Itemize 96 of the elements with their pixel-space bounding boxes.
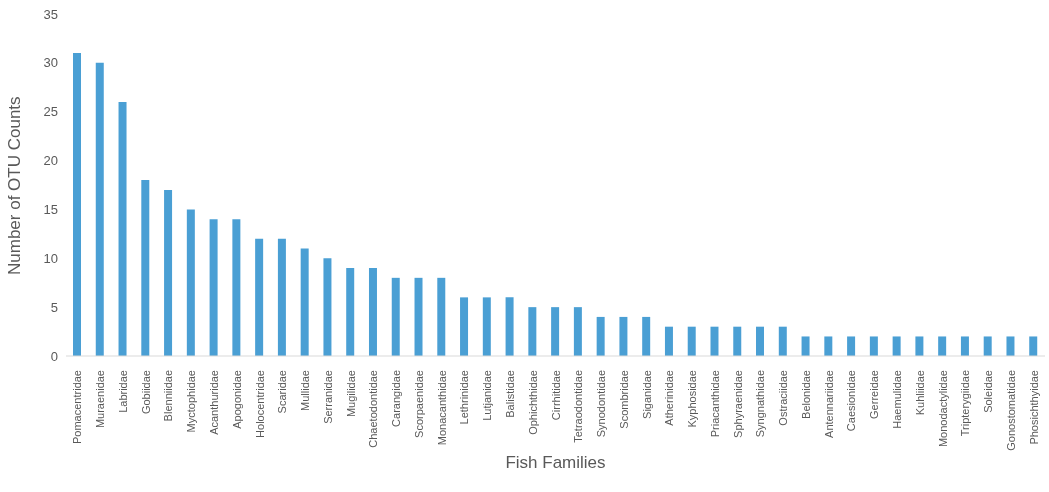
bar bbox=[460, 297, 469, 356]
x-tick-label: Gobiidae bbox=[139, 370, 152, 415]
x-tick-label: Monodactylidae bbox=[936, 370, 949, 448]
x-tick-label: Holocentridae bbox=[253, 370, 266, 438]
x-tick-label: Syngnathidae bbox=[754, 370, 767, 438]
y-tick-label: 10 bbox=[43, 250, 58, 266]
y-tick-label: 25 bbox=[43, 104, 58, 120]
bar bbox=[346, 268, 355, 356]
bar bbox=[277, 238, 286, 356]
y-tick-label: 15 bbox=[43, 202, 58, 218]
bar bbox=[209, 219, 218, 356]
x-tick-label: Belonidae bbox=[799, 370, 812, 419]
x-tick-label: Kuhliidae bbox=[913, 370, 926, 416]
x-tick-label: Chaetodontidae bbox=[367, 370, 380, 448]
x-tick-label: Pomacentridae bbox=[71, 370, 84, 444]
x-tick-label: Siganidae bbox=[640, 370, 653, 419]
x-tick-label: Labridae bbox=[116, 370, 129, 413]
x-tick-label: Mugilidae bbox=[344, 370, 357, 418]
x-tick-label: Tetraodontidae bbox=[572, 370, 585, 443]
bar bbox=[232, 219, 241, 356]
x-tick-label: Balistidae bbox=[503, 370, 516, 418]
bar bbox=[573, 307, 582, 356]
bar bbox=[756, 326, 765, 356]
bar bbox=[664, 326, 673, 356]
x-tick-label: Synodontidae bbox=[595, 370, 608, 438]
bar bbox=[164, 189, 173, 356]
x-tick-label: Antennariidae bbox=[822, 370, 835, 438]
bar bbox=[596, 316, 605, 356]
x-axis-title: Fish Families bbox=[505, 453, 606, 472]
x-tick-label: Scaridae bbox=[276, 370, 289, 414]
x-tick-label: Soleidae bbox=[982, 370, 995, 413]
x-tick-label: Gonostomatidae bbox=[1004, 370, 1017, 451]
bar bbox=[391, 277, 400, 356]
y-tick-label: 30 bbox=[43, 55, 58, 71]
x-tick-label: Cirrhitidae bbox=[549, 370, 562, 421]
y-tick-label: 35 bbox=[43, 6, 58, 22]
x-tick-label: Ostraciidae bbox=[777, 370, 790, 426]
bar bbox=[778, 326, 787, 356]
bar bbox=[1006, 336, 1015, 356]
bar bbox=[437, 277, 446, 356]
x-tick-label: Muraenidae bbox=[94, 370, 107, 429]
y-tick-label: 5 bbox=[50, 299, 58, 315]
x-tick-label: Caesionidae bbox=[845, 370, 858, 432]
bar bbox=[915, 336, 924, 356]
x-tick-label: Carangidae bbox=[390, 370, 403, 427]
bar bbox=[414, 277, 423, 356]
bar bbox=[1029, 336, 1038, 356]
x-tick-label: Serranidae bbox=[321, 370, 334, 424]
x-tick-label: Myctophidae bbox=[185, 370, 198, 433]
x-tick-label: Gerreidae bbox=[868, 370, 881, 419]
bar bbox=[801, 336, 810, 356]
bar bbox=[505, 297, 514, 356]
bar bbox=[710, 326, 719, 356]
bar bbox=[869, 336, 878, 356]
bar bbox=[73, 53, 81, 356]
x-tick-label: Scombridae bbox=[617, 370, 630, 429]
bar bbox=[323, 258, 332, 356]
bar bbox=[300, 248, 309, 356]
bar bbox=[368, 268, 377, 356]
bar bbox=[95, 62, 104, 356]
x-tick-label: Blenniidae bbox=[162, 370, 175, 422]
bar bbox=[824, 336, 833, 356]
bar bbox=[983, 336, 992, 356]
bar bbox=[892, 336, 901, 356]
x-tick-label: Apogonidae bbox=[230, 370, 243, 429]
bar bbox=[847, 336, 856, 356]
bar bbox=[551, 307, 560, 356]
x-tick-label: Sphyraenidae bbox=[731, 370, 744, 438]
x-tick-label: Phosichthyidae bbox=[1027, 370, 1040, 445]
bar bbox=[733, 326, 742, 356]
bar bbox=[118, 101, 127, 356]
bar bbox=[482, 297, 491, 356]
x-tick-label: Ophichthidae bbox=[526, 370, 539, 435]
x-tick-label: Tripterygiidae bbox=[959, 370, 972, 437]
bar bbox=[528, 307, 537, 356]
y-tick-label: 20 bbox=[43, 153, 58, 169]
bar bbox=[186, 209, 195, 356]
x-tick-label: Kyphosidae bbox=[686, 370, 699, 428]
x-tick-label: Monacanthidae bbox=[435, 370, 448, 446]
x-tick-label: Lethrinidae bbox=[458, 370, 471, 425]
bar bbox=[960, 336, 969, 356]
bar bbox=[938, 336, 947, 356]
x-tick-label: Atherinidae bbox=[663, 370, 676, 426]
bar bbox=[642, 316, 651, 356]
bar bbox=[255, 238, 264, 356]
bar bbox=[687, 326, 696, 356]
bar bbox=[141, 180, 150, 356]
x-tick-label: Priacanthidae bbox=[708, 370, 721, 438]
x-tick-label: Haemulidae bbox=[891, 370, 904, 429]
x-tick-label: Scorpaenidae bbox=[412, 370, 425, 438]
x-tick-label: Lutjanidae bbox=[481, 370, 494, 421]
y-tick-label: 0 bbox=[50, 348, 58, 364]
y-axis-title: Number of OTU Counts bbox=[5, 96, 25, 275]
bar bbox=[619, 316, 628, 356]
x-tick-label: Mullidae bbox=[299, 370, 312, 411]
x-tick-label: Acanthuridae bbox=[207, 370, 220, 435]
